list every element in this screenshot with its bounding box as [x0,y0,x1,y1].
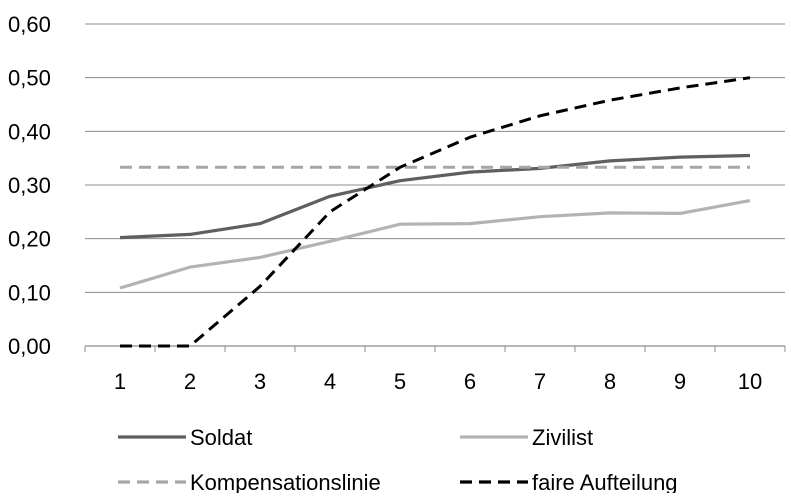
legend-item-faire-aufteilung: faire Aufteilung [460,470,678,495]
x-axis: 1 2 3 4 5 6 7 8 9 10 [84,345,786,394]
x-tick-label: 8 [604,369,616,394]
series-line-soldat [119,153,751,240]
x-tick-label: 10 [738,369,762,394]
series-lines [119,76,751,348]
y-axis: 0,00 0,10 0,20 0,30 0,40 0,50 0,60 [8,12,51,359]
series-line-faire-aufteilung [120,76,751,348]
legend-label: Soldat [190,425,252,450]
legend-label: Zivilist [532,425,593,450]
gridlines [85,23,785,293]
legend-item-zivilist: Zivilist [460,425,593,450]
legend-label: Kompensationslinie [190,470,381,493]
x-tick-label: 2 [184,369,196,394]
x-tick-label: 3 [254,369,266,394]
y-tick-label: 0,30 [8,173,51,198]
series-line-zivilist [119,199,751,290]
x-tick-label: 5 [394,369,406,394]
x-tick-label: 1 [114,369,126,394]
legend-item-soldat: Soldat [118,425,252,450]
y-tick-label: 0,40 [8,119,51,144]
x-tick-label: 4 [324,369,336,394]
y-tick-label: 0,10 [8,280,51,305]
legend: Soldat Zivilist Kompensationslinie faire Au… [118,425,678,495]
y-tick-label: 0,20 [8,227,51,252]
y-tick-label: 0,60 [8,12,51,37]
x-tick-label: 6 [464,369,476,394]
legend-item-kompensationslinie: Kompensationslinie [118,470,381,495]
y-tick-label: 0,00 [8,334,51,359]
legend-label: faire Aufteilung [532,470,678,493]
y-tick-label: 0,50 [8,66,51,91]
x-tick-label: 9 [674,369,686,394]
x-tick-label: 7 [534,369,546,394]
